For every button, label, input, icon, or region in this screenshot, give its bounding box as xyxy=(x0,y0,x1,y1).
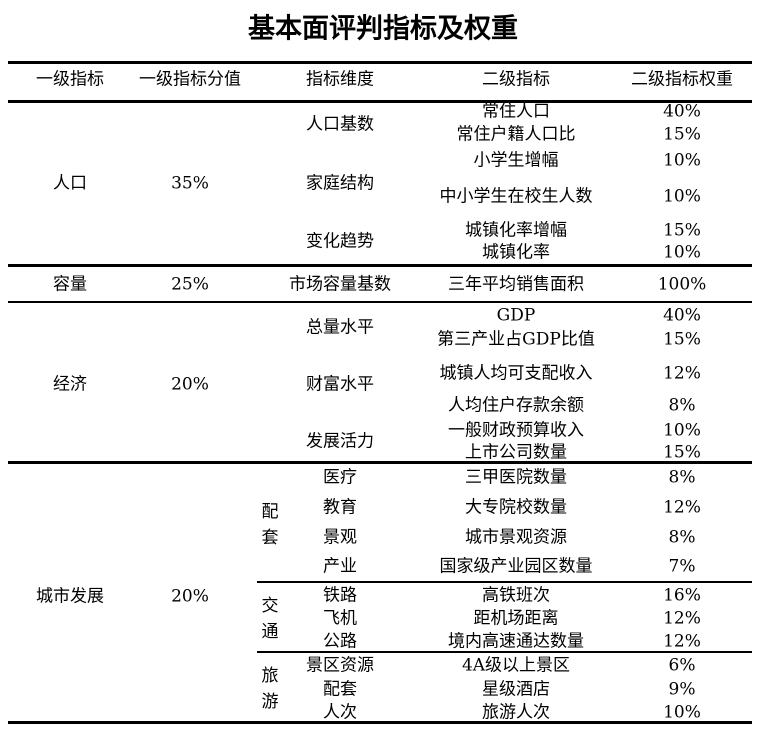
secondary-indicator: 一般财政预算收入 xyxy=(448,420,584,441)
indicator-dimension: 飞机 xyxy=(323,608,357,629)
subgroup-label: 交通 xyxy=(261,596,279,642)
indicator-dimension: 产业 xyxy=(323,556,357,577)
column-header: 一级指标分值 xyxy=(139,69,241,90)
secondary-weight: 12% xyxy=(663,631,701,652)
primary-indicator: 经济 xyxy=(53,374,87,395)
indicator-dimension: 公路 xyxy=(323,631,357,652)
secondary-indicator: 常住户籍人口比 xyxy=(456,124,576,145)
secondary-indicator: 中小学生在校生人数 xyxy=(439,186,593,207)
secondary-weight: 40% xyxy=(663,101,701,122)
subgroup-label: 旅游 xyxy=(261,666,279,712)
primary-indicator: 城市发展 xyxy=(36,586,104,607)
secondary-weight: 12% xyxy=(663,608,701,629)
secondary-indicator: 大专院校数量 xyxy=(465,497,567,518)
subgroup-divider xyxy=(257,651,752,653)
secondary-indicator: 常住人口 xyxy=(482,101,550,122)
secondary-indicator: 上市公司数量 xyxy=(465,442,567,463)
indicator-dimension: 总量水平 xyxy=(306,317,374,338)
secondary-indicator: 三年平均销售面积 xyxy=(448,274,584,295)
secondary-weight: 15% xyxy=(663,329,701,350)
group-divider xyxy=(8,461,752,464)
secondary-weight: 8% xyxy=(668,467,696,488)
secondary-weight: 10% xyxy=(663,186,701,207)
secondary-weight: 7% xyxy=(668,556,696,577)
secondary-indicator: 城镇化率增幅 xyxy=(465,220,567,241)
indicator-dimension: 人次 xyxy=(323,702,357,723)
secondary-weight: 10% xyxy=(663,420,701,441)
primary-score: 20% xyxy=(171,586,209,607)
indicator-dimension: 配套 xyxy=(323,679,357,700)
secondary-weight: 9% xyxy=(668,679,696,700)
secondary-weight: 15% xyxy=(663,220,701,241)
indicator-dimension: 教育 xyxy=(323,497,357,518)
indicator-dimension: 财富水平 xyxy=(306,374,374,395)
secondary-indicator: 城镇化率 xyxy=(482,242,550,263)
secondary-weight: 8% xyxy=(668,395,696,416)
indicator-dimension: 医疗 xyxy=(323,467,357,488)
column-header: 二级指标 xyxy=(482,69,550,90)
bottom-rule xyxy=(8,721,752,724)
secondary-indicator: 星级酒店 xyxy=(482,679,550,700)
indicator-dimension: 发展活力 xyxy=(306,431,374,452)
secondary-indicator: 城市景观资源 xyxy=(465,527,567,548)
secondary-indicator: 人均住户存款余额 xyxy=(448,395,584,416)
secondary-indicator: 距机场距离 xyxy=(473,608,559,629)
column-header: 二级指标权重 xyxy=(631,69,733,90)
secondary-weight: 12% xyxy=(663,363,701,384)
group-divider xyxy=(8,301,752,303)
secondary-weight: 100% xyxy=(657,274,707,295)
secondary-weight: 12% xyxy=(663,497,701,518)
primary-score: 35% xyxy=(171,173,209,194)
primary-indicator: 人口 xyxy=(53,173,87,194)
primary-indicator: 容量 xyxy=(53,274,87,295)
secondary-indicator: 国家级产业园区数量 xyxy=(439,556,593,577)
table-title: 基本面评判指标及权重 xyxy=(248,13,518,45)
group-divider xyxy=(8,264,752,267)
indicator-dimension: 景区资源 xyxy=(306,655,374,676)
primary-score: 25% xyxy=(171,274,209,295)
secondary-weight: 8% xyxy=(668,527,696,548)
secondary-indicator: 高铁班次 xyxy=(482,585,550,606)
secondary-indicator: 小学生增幅 xyxy=(473,150,559,171)
secondary-indicator: 4A级以上景区 xyxy=(461,655,571,676)
indicator-dimension: 景观 xyxy=(323,527,357,548)
secondary-weight: 10% xyxy=(663,150,701,171)
column-header: 一级指标 xyxy=(36,69,104,90)
header-rule xyxy=(8,100,752,103)
secondary-indicator: 城镇人均可支配收入 xyxy=(439,363,593,384)
indicator-dimension: 人口基数 xyxy=(306,114,374,135)
subgroup-divider xyxy=(257,581,752,583)
top-rule xyxy=(8,61,752,64)
subgroup-label: 配套 xyxy=(261,502,279,548)
secondary-weight: 10% xyxy=(663,702,701,723)
secondary-indicator: 旅游人次 xyxy=(482,702,550,723)
secondary-weight: 40% xyxy=(663,305,701,326)
secondary-indicator: 境内高速通达数量 xyxy=(448,631,584,652)
secondary-indicator: 第三产业占GDP比值 xyxy=(437,329,595,350)
indicator-dimension: 铁路 xyxy=(323,585,357,606)
secondary-indicator: GDP xyxy=(496,305,536,326)
primary-score: 20% xyxy=(171,374,209,395)
indicator-dimension: 市场容量基数 xyxy=(289,274,391,295)
secondary-weight: 10% xyxy=(663,242,701,263)
secondary-indicator: 三甲医院数量 xyxy=(465,467,567,488)
secondary-weight: 6% xyxy=(668,655,696,676)
column-header: 指标维度 xyxy=(306,69,374,90)
indicator-dimension: 变化趋势 xyxy=(306,231,374,252)
secondary-weight: 15% xyxy=(663,124,701,145)
secondary-weight: 16% xyxy=(663,585,701,606)
indicator-dimension: 家庭结构 xyxy=(306,173,374,194)
secondary-weight: 15% xyxy=(663,442,701,463)
